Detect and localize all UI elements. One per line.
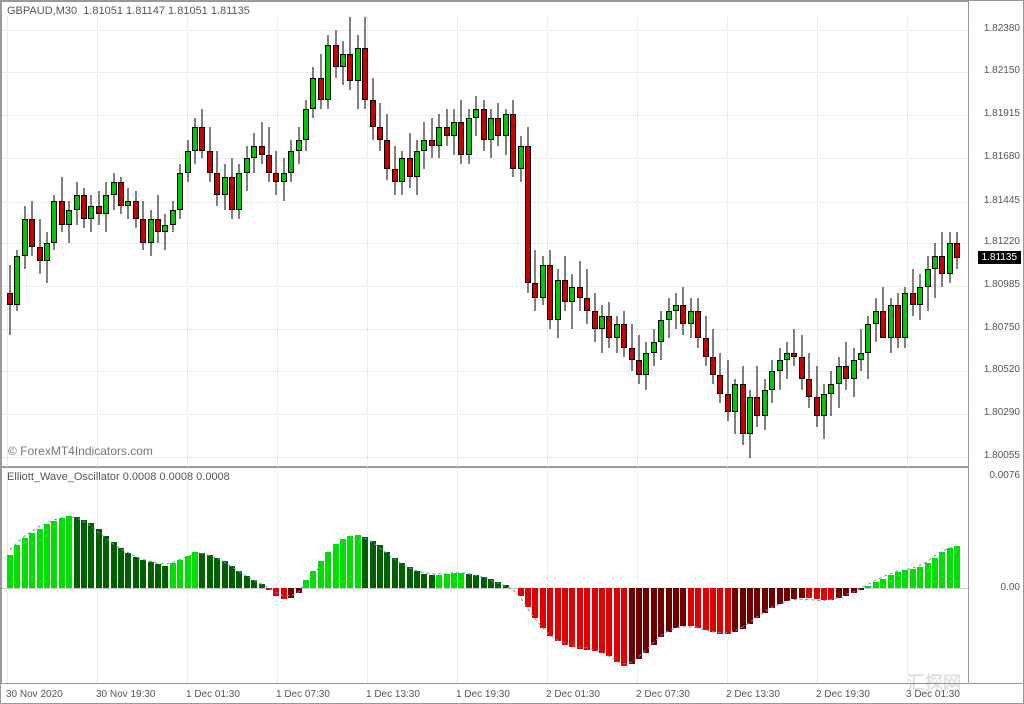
chart-header: GBPAUD,M30 1.81051 1.81147 1.81051 1.811…: [7, 5, 250, 17]
main-chart[interactable]: GBPAUD,M30 1.81051 1.81147 1.81051 1.811…: [1, 1, 969, 467]
price-axis: 1.823801.821501.819151.816801.814451.812…: [968, 1, 1023, 467]
watermark: © ForexMT4Indicators.com: [8, 444, 153, 458]
chart-container: GBPAUD,M30 1.81051 1.81147 1.81051 1.811…: [0, 0, 1024, 704]
oscillator-axis: 0.00760.00: [968, 467, 1023, 684]
logo-watermark: 汇探网: [907, 669, 961, 695]
osc-title: Elliott_Wave_Oscillator: [7, 471, 120, 483]
symbol-label: GBPAUD,M30: [7, 5, 77, 17]
oscillator-header: Elliott_Wave_Oscillator 0.0008 0.0008 0.…: [7, 471, 230, 483]
oscillator-panel[interactable]: Elliott_Wave_Oscillator 0.0008 0.0008 0.…: [1, 467, 969, 684]
osc-values: 0.0008 0.0008 0.0008: [123, 471, 230, 483]
ohlc-label: 1.81051 1.81147 1.81051 1.81135: [83, 5, 250, 17]
time-axis: 30 Nov 202030 Nov 19:301 Dec 01:301 Dec …: [1, 683, 1024, 703]
candle-area: [2, 17, 970, 467]
oscillator-area: [2, 468, 970, 685]
